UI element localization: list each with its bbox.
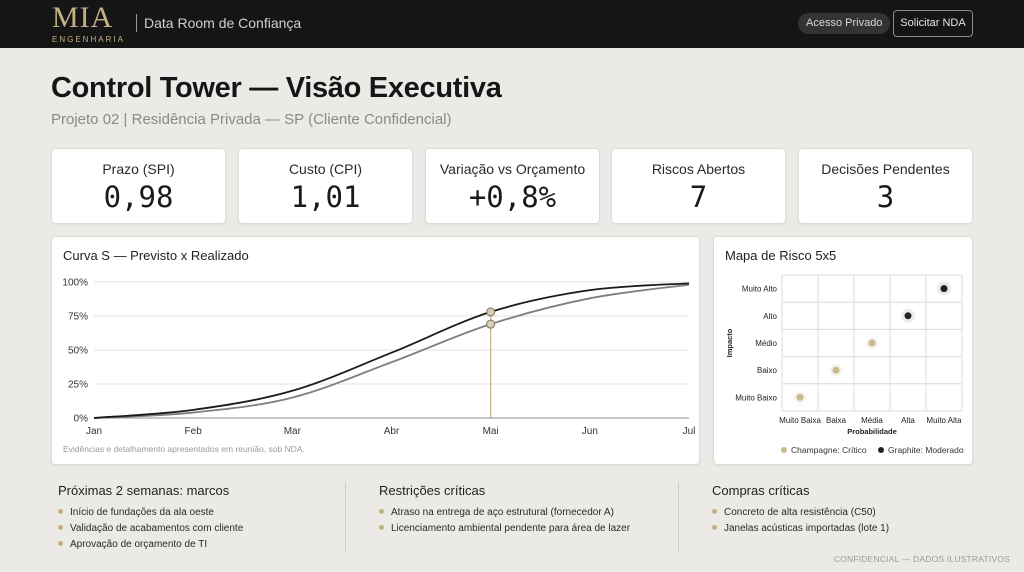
milestones-title: Próximas 2 semanas: marcos [58,483,230,498]
kpi-card-pending-decisions: Decisões Pendentes 3 [798,148,973,224]
column-divider [678,482,679,552]
logo-subtitle: ENGENHARIA [52,35,125,44]
milestones-section: Próximas 2 semanas: marcos Início de fun… [58,483,243,553]
y-tick-label: 75% [68,312,88,323]
kpi-card-budget-variance: Variação vs Orçamento +0,8% [425,148,600,224]
legend-label: Graphite: Moderado [888,445,964,455]
constraints-section: Restrições críticas Atraso na entrega de… [379,483,630,537]
y-tick-label: 50% [68,346,88,357]
bullet-icon [58,541,63,546]
x-tick-label: Mai [483,426,499,437]
risk-point [796,393,804,401]
risk-point [940,285,948,293]
list-item: Atraso na entrega de aço estrutural (for… [379,505,630,521]
x-tick-label: Jul [683,426,696,437]
bullet-icon [58,525,63,530]
x-tick-label: Mar [284,426,302,437]
legend-dot-icon [878,447,884,453]
x-tick-label: Abr [384,426,400,437]
list-item: Licenciamento ambiental pendente para ár… [379,521,630,537]
kpi-card-open-risks: Riscos Abertos 7 [611,148,786,224]
kpi-value: 0,98 [103,180,174,214]
constraints-title: Restrições críticas [379,483,486,498]
kpi-value: +0,8% [468,180,557,214]
x-axis-label: Probabilidade [847,427,897,436]
list-item: Concreto de alta resistência (C50) [712,505,889,521]
s-curve-panel: Curva S — Previsto x Realizado 0% 25% 50% 7… [51,236,700,465]
y-category-label: Muito Baixo [735,393,777,402]
page-title: Control Tower — Visão Executiva [51,72,502,104]
legend-critical: Champagne: Crítico [781,445,867,455]
risk-point [832,366,840,374]
legend-dot-icon [781,447,787,453]
header-divider [136,14,137,32]
x-tick-label: Jun [582,426,598,437]
bullet-icon [712,509,717,514]
column-divider [345,482,346,552]
kpi-label: Variação vs Orçamento [439,161,586,177]
kpi-label: Prazo (SPI) [102,161,175,177]
risk-point [868,339,876,347]
data-point [486,319,496,329]
s-curve-title: Curva S — Previsto x Realizado [63,248,249,263]
risk-map-chart: Muito Baixo Baixo Médio Alto Muito Alto Muito… [725,274,963,436]
kpi-value: 1,01 [290,180,361,214]
y-tick-label: 0% [74,414,89,425]
risk-map-panel: Mapa de Risco 5x5 Muito Baixo Baixo Médio A… [713,236,973,465]
y-tick-label: 100% [62,278,88,289]
bullet-icon [712,525,717,530]
bullet-icon [58,509,63,514]
x-category-label: Muito Baixa [779,416,821,425]
y-axis-label: Impacto [725,328,734,357]
series-line [93,282,690,419]
logo: MIA [52,1,114,34]
y-category-label: Baixo [757,366,778,375]
y-category-label: Médio [755,339,777,348]
legend-moderate: Graphite: Moderado [878,445,964,455]
x-category-label: Muito Alta [926,416,962,425]
series-line [93,283,690,419]
x-category-label: Média [861,416,883,425]
request-nda-button[interactable]: Solicitar NDA [893,10,973,37]
bullet-icon [379,525,384,530]
list-item: Validação de acabamentos com cliente [58,521,243,537]
app-title: Data Room de Confiança [144,15,302,31]
kpi-label: Decisões Pendentes [821,161,950,177]
risk-point [904,312,912,320]
top-bar: MIA ENGENHARIA Data Room de Confiança Ac… [0,0,1024,48]
x-tick-label: Feb [185,426,203,437]
kpi-card-cpi: Custo (CPI) 1,01 [238,148,413,224]
x-category-label: Baixa [826,416,847,425]
legend-label: Champagne: Crítico [791,445,867,455]
x-category-label: Alta [901,416,915,425]
x-tick-label: Jan [86,426,102,437]
list-item: Início de fundações da ala oeste [58,505,243,521]
kpi-label: Riscos Abertos [651,161,746,177]
list-item: Aprovação de orçamento de TI [58,537,243,553]
procurement-section: Compras críticas Concreto de alta resist… [712,483,889,537]
procurement-title: Compras críticas [712,483,810,498]
list-item: Janelas acústicas importadas (lote 1) [712,521,889,537]
chart-footnote: Evidências e detalhamento apresentados e… [63,444,305,454]
page-subtitle: Projeto 02 | Residência Privada — SP (Cl… [51,111,452,128]
kpi-card-spi: Prazo (SPI) 0,98 [51,148,226,224]
s-curve-chart: 0% 25% 50% 75% 100% Jan Feb Mar Abr Mai Jun Jul [62,278,696,438]
confidential-notice: CONFIDENCIAL — DADOS ILUSTRATIVOS [833,554,1010,564]
kpi-value: 7 [689,180,708,214]
y-tick-label: 25% [68,380,88,391]
kpi-value: 3 [876,180,895,214]
y-category-label: Alto [763,312,777,321]
y-category-label: Muito Alto [742,285,778,294]
kpi-label: Custo (CPI) [288,161,363,177]
risk-map-title: Mapa de Risco 5x5 [725,248,837,263]
private-access-badge: Acesso Privado [798,13,891,34]
bullet-icon [379,509,384,514]
data-point [486,307,496,317]
